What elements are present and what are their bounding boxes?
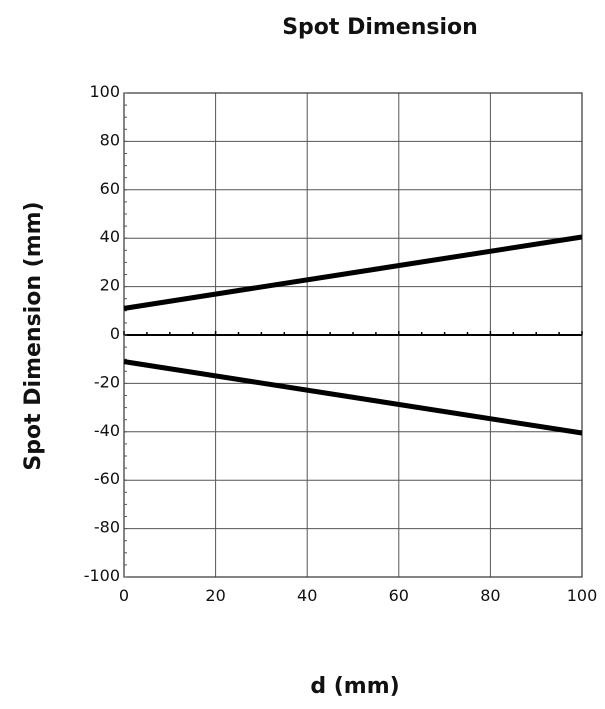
y-tick-label: -40	[94, 421, 120, 440]
x-tick-label: 100	[567, 586, 598, 605]
y-tick-label: -20	[94, 372, 120, 391]
series-line-2	[123, 359, 583, 436]
y-tick-label: -60	[94, 469, 120, 488]
y-tick-label: 100	[89, 82, 120, 101]
x-tick-label: 20	[205, 586, 225, 605]
x-axis-title: d (mm)	[310, 674, 399, 699]
x-tick-label: 60	[389, 586, 409, 605]
y-tick-label: 0	[110, 324, 120, 343]
y-tick-label: 40	[100, 227, 120, 246]
y-tick-label: 80	[100, 130, 120, 149]
y-axis-title: Spot Dimension (mm)	[21, 201, 46, 470]
x-tick-label: 80	[480, 586, 500, 605]
x-tick-label: 40	[297, 586, 317, 605]
y-tick-label: 60	[100, 179, 120, 198]
x-tick-label: 0	[119, 586, 129, 605]
y-tick-label: 20	[100, 276, 120, 295]
series-line-1	[123, 234, 583, 311]
plot-area: 0 20 40 60 80 100 100 80 60 40 20 0 -20 -40 -60 -80 -100	[84, 82, 598, 605]
y-tick-label: -80	[94, 518, 120, 537]
y-tick-label: -100	[84, 566, 120, 585]
chart-title: Spot Dimension	[282, 15, 478, 40]
